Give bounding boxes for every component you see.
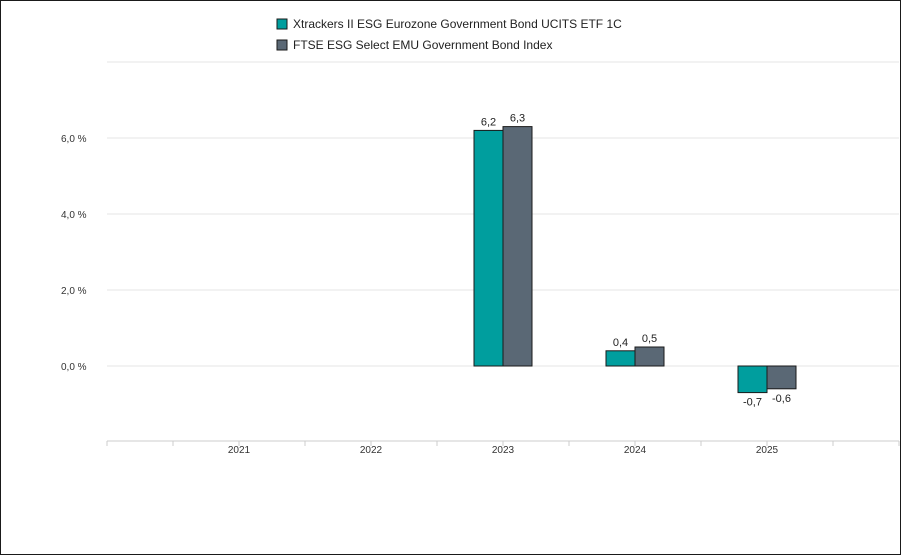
y-tick-label: 6,0 % <box>61 134 87 145</box>
x-tick-label: 2025 <box>756 445 779 456</box>
bar <box>634 346 665 367</box>
y-tick-label: 4,0 % <box>61 210 87 221</box>
bar <box>502 126 533 367</box>
legend-swatch <box>276 39 288 51</box>
bar <box>737 365 768 394</box>
x-tick-label: 2023 <box>492 445 515 456</box>
data-label: 6,2 <box>481 116 496 128</box>
bar <box>605 350 636 367</box>
data-labels: 6,2 0,4 -0,7 6,3 0,5 -0,6 <box>481 113 791 409</box>
data-label: -0,6 <box>772 393 791 405</box>
data-label: 0,4 <box>613 337 628 349</box>
y-axis-ticks: 0,0 % 2,0 % 4,0 % 6,0 % <box>61 134 87 373</box>
legend-swatch <box>276 18 288 30</box>
x-tick-label: 2021 <box>228 445 251 456</box>
legend-label: FTSE ESG Select EMU Government Bond Inde… <box>293 38 552 52</box>
bars <box>473 126 797 394</box>
x-axis: 2021 2022 2023 2024 2025 <box>106 440 900 456</box>
bar <box>473 129 504 367</box>
legend-label: Xtrackers II ESG Eurozone Government Bon… <box>293 17 622 31</box>
x-tick-label: 2022 <box>360 445 383 456</box>
data-label: 6,3 <box>510 113 525 125</box>
x-tick-label: 2024 <box>624 445 647 456</box>
bar <box>766 365 797 390</box>
data-label: -0,7 <box>743 397 762 409</box>
y-tick-label: 0,0 % <box>61 362 87 373</box>
legend: Xtrackers II ESG Eurozone Government Bon… <box>276 17 622 52</box>
data-label: 0,5 <box>642 333 657 345</box>
y-tick-label: 2,0 % <box>61 286 87 297</box>
